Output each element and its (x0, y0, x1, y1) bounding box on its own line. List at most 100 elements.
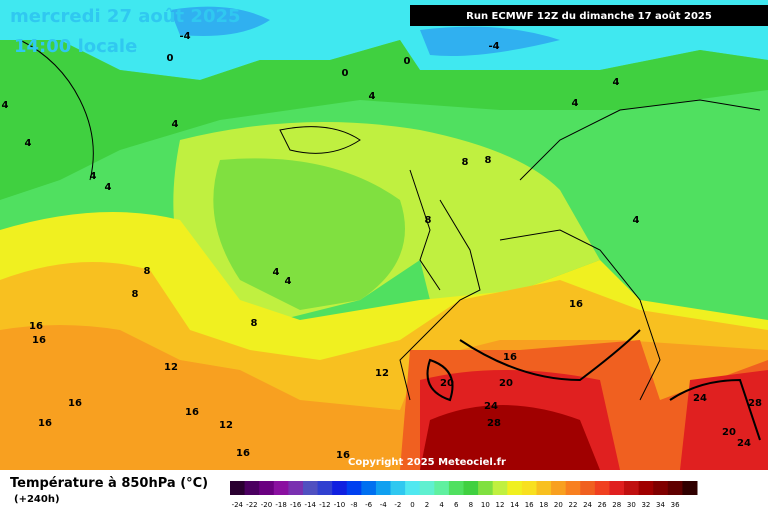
contour-label: 0 (404, 56, 411, 67)
contour-label: 4 (90, 171, 97, 182)
coastlines (19, 39, 761, 441)
contour-label: 20 (499, 378, 513, 389)
color-swatch (507, 481, 523, 495)
legend-tick-label: 0 (410, 501, 414, 509)
contour-label: 4 (105, 182, 112, 193)
legend-tick-label: 36 (671, 501, 680, 509)
forecast-date: mercredi 27 août 2025 (10, 6, 241, 27)
legend-tick-label: -8 (351, 501, 358, 509)
color-swatch (682, 481, 698, 495)
copyright: Copyright 2025 Meteociel.fr (348, 457, 506, 468)
lead-time: (+240h) (14, 494, 60, 505)
color-swatch (478, 481, 494, 495)
color-swatch (580, 481, 596, 495)
legend-tick-label: -10 (334, 501, 345, 509)
legend-tick-label: 28 (612, 501, 621, 509)
color-swatch (638, 481, 654, 495)
legend-tick-label: -14 (305, 501, 317, 509)
color-swatch (667, 481, 683, 495)
legend-tick-label: 4 (439, 501, 444, 509)
contour-label: 0 (342, 68, 349, 79)
legend-tick-label: -18 (275, 501, 286, 509)
legend-tick-label: 18 (539, 501, 548, 509)
color-swatch (346, 481, 362, 495)
contour-label: 8 (485, 155, 492, 166)
legend-tick-label: -2 (394, 501, 401, 509)
contour-label: 16 (38, 418, 52, 429)
legend-tick-label: 6 (454, 501, 459, 509)
contour-label: 12 (219, 420, 233, 431)
contour-label: 8 (132, 289, 139, 300)
color-swatch (230, 481, 246, 495)
legend-tick-label: -20 (261, 501, 272, 509)
legend-tick-label: 32 (641, 501, 650, 509)
color-swatch (521, 481, 537, 495)
contour-label: 24 (693, 393, 707, 404)
legend-tick-label: 10 (481, 501, 490, 509)
color-swatch (609, 481, 625, 495)
contour-label: 24 (484, 401, 498, 412)
color-swatch (536, 481, 552, 495)
legend-tick-label: -4 (380, 501, 388, 509)
color-swatch (302, 481, 319, 495)
legend-tick-label: 12 (496, 501, 505, 509)
run-info: Run ECMWF 12Z du dimanche 17 août 2025 (466, 10, 712, 22)
legend-tick-label: 14 (510, 501, 519, 509)
legend-tick-label: 30 (627, 501, 636, 509)
contour-label: 8 (462, 157, 469, 168)
legend-tick-label: 34 (656, 501, 665, 509)
color-swatch (273, 481, 289, 495)
color-swatch (551, 481, 567, 495)
contour-label: -4 (179, 31, 190, 42)
contour-label: 4 (273, 267, 280, 278)
contour-label: 16 (569, 299, 583, 310)
contour-label: 4 (285, 276, 292, 287)
map-background (0, 0, 768, 470)
color-swatch (492, 481, 508, 495)
contour-label: 4 (172, 119, 179, 130)
color-swatch (375, 481, 392, 495)
color-swatch (624, 481, 640, 495)
contour-label: 16 (32, 335, 46, 346)
contour-label: 16 (185, 407, 199, 418)
contour-label: 4 (2, 100, 9, 111)
color-swatch (288, 481, 304, 495)
legend-tick-label: -12 (319, 501, 330, 509)
legend-tick-label: -22 (246, 501, 257, 509)
legend-tick-label: 20 (554, 501, 563, 509)
legend-tick-label: 26 (598, 501, 607, 509)
color-swatch (244, 481, 260, 495)
contour-label: 28 (487, 418, 501, 429)
color-swatch (653, 481, 669, 495)
forecast-time: 14:00 locale (14, 36, 137, 57)
contour-label: -4 (488, 41, 499, 52)
color-swatch (463, 481, 479, 495)
contour-label: 4 (572, 98, 579, 109)
contour-label: 4 (25, 138, 32, 149)
contour-label: 16 (236, 448, 250, 459)
contour-label: 16 (503, 352, 517, 363)
contour-label: 8 (251, 318, 258, 329)
legend-title: Température à 850hPa (°C) (10, 476, 208, 491)
contour-label: 20 (440, 378, 454, 389)
contour-label: 12 (375, 368, 389, 379)
color-swatch (332, 481, 348, 495)
legend-tick-label: -6 (365, 501, 373, 509)
color-swatch (448, 481, 464, 495)
legend-tick-label: 2 (425, 501, 429, 509)
color-swatch (390, 481, 406, 495)
color-swatch (259, 481, 275, 495)
legend-tick-label: 16 (525, 501, 534, 509)
color-swatch (317, 481, 333, 495)
run-box (410, 5, 768, 26)
color-swatch (419, 481, 435, 495)
legend-tick-label: -24 (232, 501, 244, 509)
color-swatch (565, 481, 581, 495)
contour-label: 0 (167, 53, 174, 64)
contour-label: 8 (425, 215, 432, 226)
color-swatch (361, 481, 377, 495)
contour-label: 16 (29, 321, 43, 332)
contour-label: 16 (68, 398, 82, 409)
contour-label: 4 (613, 77, 620, 88)
